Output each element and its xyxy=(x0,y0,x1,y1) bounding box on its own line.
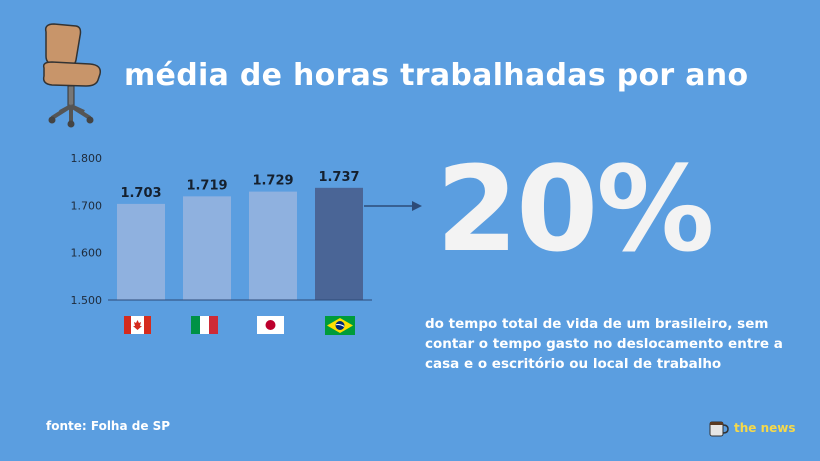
bar-value-label: 1.737 xyxy=(318,170,359,185)
y-tick-label: 1.600 xyxy=(71,247,103,260)
y-tick-label: 1.700 xyxy=(71,199,103,212)
bar-brazil-flag xyxy=(315,187,363,300)
coffee-cup-icon xyxy=(709,421,729,437)
canada-flag-icon xyxy=(124,316,151,334)
bar-value-label: 1.719 xyxy=(186,178,227,193)
italy-flag-icon xyxy=(191,316,218,334)
bar-value-label: 1.703 xyxy=(120,186,161,201)
japan-flag-icon xyxy=(257,316,284,334)
page-title: média de horas trabalhadas por ano xyxy=(124,58,749,93)
office-chair-icon xyxy=(42,23,102,128)
brazil-flag-icon xyxy=(325,316,355,335)
bar-canada-flag xyxy=(117,203,165,300)
source-note: fonte: Folha de SP xyxy=(46,419,171,433)
highlight-description: do tempo total de vida de um brasileiro,… xyxy=(425,316,783,372)
y-tick-label: 1.500 xyxy=(71,294,103,307)
brand-name: the news xyxy=(734,421,796,435)
y-tick-label: 1.800 xyxy=(71,152,103,165)
brand-logo: the news xyxy=(708,418,796,438)
bar-value-label: 1.729 xyxy=(252,174,293,189)
bar-italy-flag xyxy=(183,196,231,300)
highlight-arrow xyxy=(364,201,422,211)
highlight-percentage: 20% xyxy=(436,140,714,278)
bar-japan-flag xyxy=(249,191,297,300)
